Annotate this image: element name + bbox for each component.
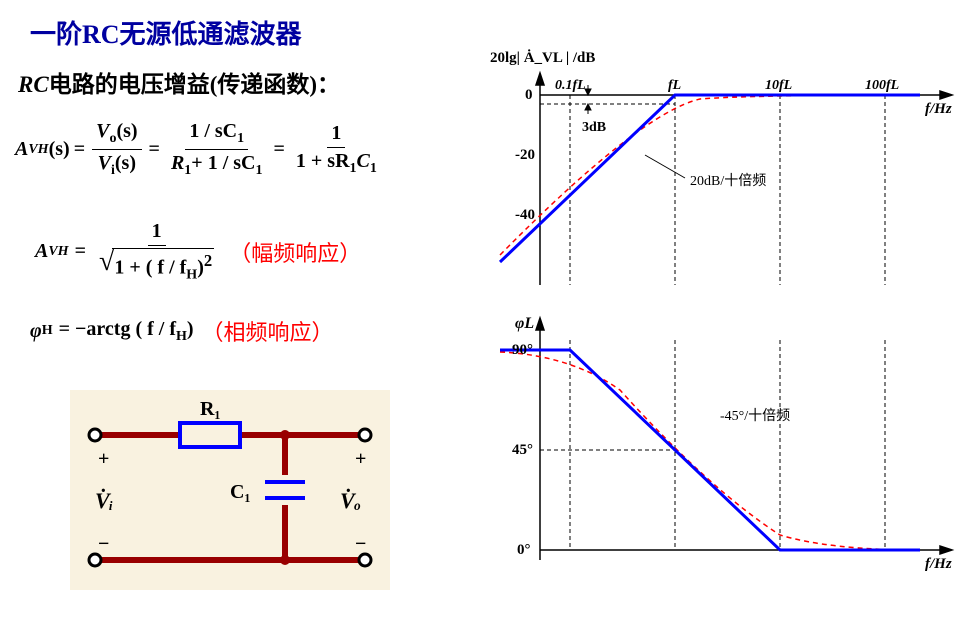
equation-magnitude: AVH = 1 √ 1 + ( f / fH)2 （幅频响应） — [35, 220, 361, 284]
svg-text:-20: -20 — [515, 147, 535, 163]
subtitle-text: 电路的电压增益(传递函数)： — [49, 72, 340, 97]
magnitude-label: （幅频响应） — [229, 236, 361, 268]
svg-text:3dB: 3dB — [582, 120, 606, 135]
svg-text:100fL: 100fL — [865, 78, 899, 93]
svg-text:90°: 90° — [512, 342, 533, 358]
svg-text:f/Hz: f/Hz — [925, 101, 952, 117]
bode-phase-chart: -45°/十倍频 90° 45° 0° f/Hz φL — [490, 310, 960, 600]
svg-text:0°: 0° — [517, 542, 531, 558]
svg-text:+: + — [355, 448, 366, 470]
svg-text:−: − — [98, 533, 109, 555]
svg-text:20dB/十倍频: 20dB/十倍频 — [690, 173, 766, 189]
equation-transfer-function: AVH(s) = Vo(s) Vi(s) = 1 / sC1 R1+ 1 / s… — [15, 120, 384, 179]
equation-phase: φH = −arctg ( f / fH) （相频响应） — [30, 315, 334, 347]
svg-text:45°: 45° — [512, 442, 533, 458]
svg-text:−: − — [355, 533, 366, 555]
svg-text:fL: fL — [668, 78, 681, 93]
svg-text:+: + — [98, 448, 109, 470]
circuit-vo-label: V̇ₒ — [340, 488, 361, 513]
phase-label: （相频响应） — [202, 315, 334, 347]
svg-text:0: 0 — [525, 87, 533, 103]
subtitle-prefix: RC — [18, 72, 49, 97]
page-title: 一阶RC无源低通滤波器 — [30, 14, 302, 51]
bode-magnitude-chart: 3dB 20dB/十倍频 0 -20 -40 0.1fL fL 10fL 100… — [490, 55, 960, 295]
svg-text:-45°/十倍频: -45°/十倍频 — [720, 408, 790, 424]
circuit-r-label: R₁ — [200, 398, 220, 420]
circuit-diagram: R₁ C₁ + + − − V̇ᵢ V̇ₒ — [70, 390, 390, 590]
circuit-c-label: C₁ — [230, 481, 250, 503]
circuit-svg: R₁ C₁ + + − − V̇ᵢ V̇ₒ — [70, 390, 390, 590]
svg-text:φL: φL — [515, 315, 534, 332]
subtitle: RC电路的电压增益(传递函数)： — [18, 65, 340, 99]
svg-text:0.1fL: 0.1fL — [555, 78, 586, 93]
svg-text:10fL: 10fL — [765, 78, 792, 93]
bode-top-ylabel: 20lg| Ȧ_VL | /dB — [490, 50, 595, 67]
circuit-vi-label: V̇ᵢ — [95, 488, 113, 513]
svg-text:-40: -40 — [515, 207, 535, 223]
svg-text:f/Hz: f/Hz — [925, 556, 952, 572]
